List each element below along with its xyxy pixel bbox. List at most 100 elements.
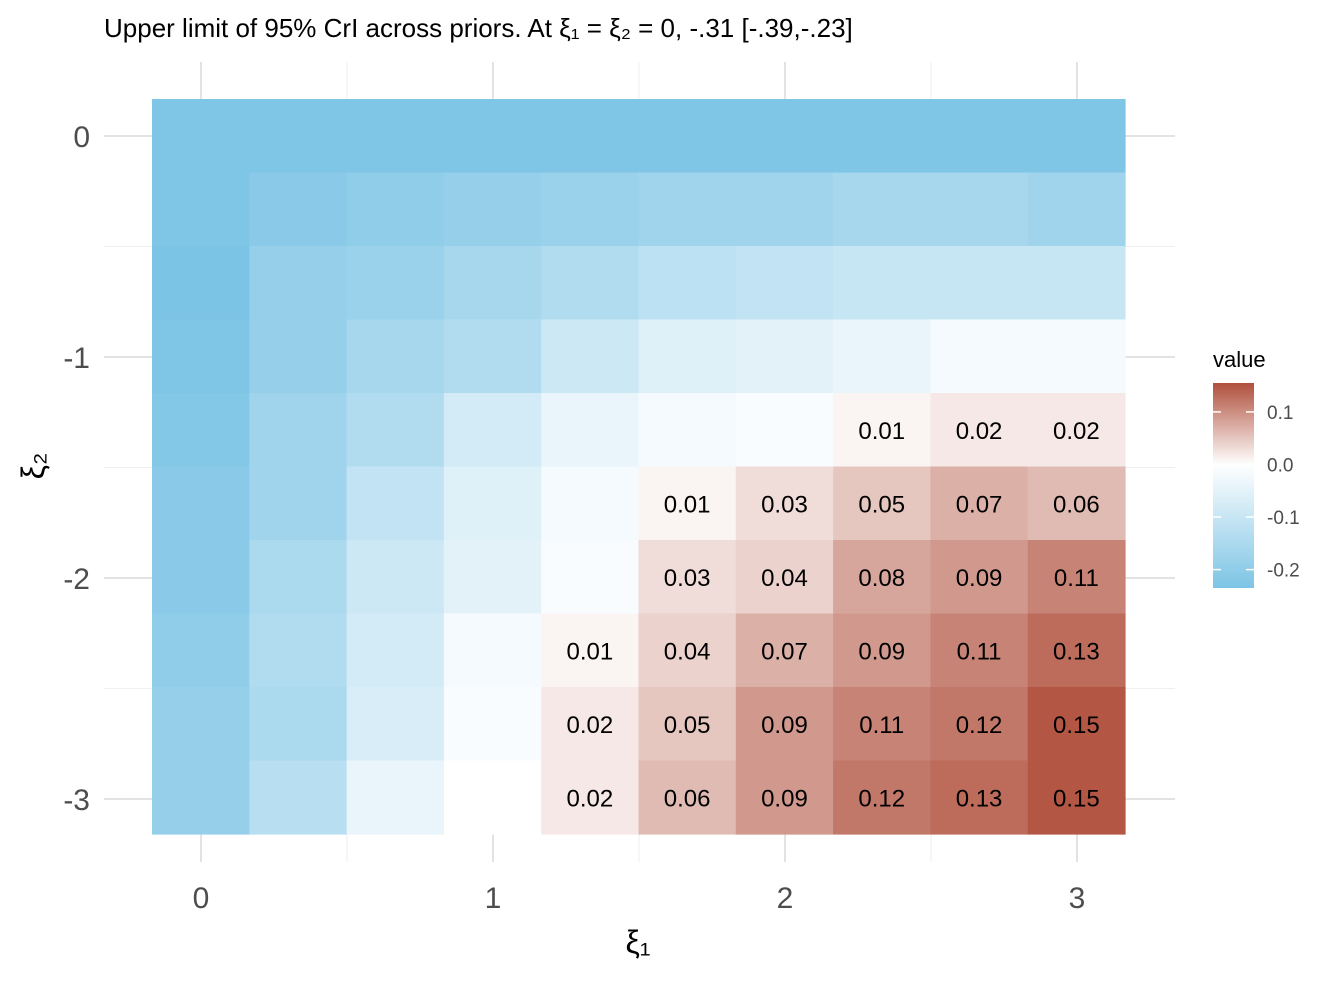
cell-value-label: 0.15 (1053, 785, 1100, 812)
heatmap-cell (443, 172, 542, 247)
heatmap-cell (833, 172, 931, 247)
cell-value-label: 0.07 (761, 638, 808, 665)
cell-value-label: 0.03 (761, 491, 808, 518)
cell-value-label: 0.01 (566, 638, 613, 665)
heatmap-cell (249, 687, 348, 762)
cell-value-label: 0.07 (956, 491, 1003, 518)
heatmap-cell (1027, 540, 1126, 615)
heatmap-cell (638, 687, 737, 762)
heatmap-cell (735, 466, 834, 541)
heatmap-cell (1027, 246, 1126, 321)
legend-colorbar (1213, 383, 1254, 588)
heatmap-cell (249, 319, 348, 394)
heatmap-cell (152, 760, 250, 835)
cell-value-label: 0.09 (956, 565, 1003, 592)
heatmap-cell (930, 319, 1029, 394)
heatmap-cell (541, 246, 640, 321)
heatmap-cell (833, 393, 931, 468)
cell-value-label: 0.11 (859, 712, 904, 739)
heatmap-cell (1027, 466, 1126, 541)
cell-value-label: 0.06 (1053, 491, 1100, 518)
heatmap-cell (249, 540, 348, 615)
heatmap-cell (1027, 393, 1126, 468)
heatmap-cell (249, 99, 348, 174)
heatmap-cell (735, 172, 834, 247)
heatmap-cell (833, 246, 931, 321)
heatmap-cell (735, 393, 834, 468)
heatmap-cell (346, 760, 445, 835)
heatmap-cell (346, 393, 445, 468)
heatmap-cell (833, 319, 931, 394)
cell-value-label: 0.02 (566, 712, 613, 739)
cell-value-label: 0.08 (858, 565, 905, 592)
heatmap-cell (152, 246, 250, 321)
heatmap-cell (541, 319, 640, 394)
x-tick-label: 1 (485, 882, 502, 915)
heatmap-cell (152, 393, 250, 468)
legend-tick-label: 0.1 (1267, 403, 1293, 424)
heatmap-cell (346, 466, 445, 541)
heatmap-cell (443, 540, 542, 615)
heatmap-cell (541, 760, 640, 835)
heatmap-cell (735, 760, 834, 835)
heatmap-cell (541, 99, 640, 174)
heatmap-cell (443, 246, 542, 321)
heatmap-cell (152, 687, 250, 762)
heatmap-cell (152, 466, 250, 541)
cell-value-label: 0.01 (664, 491, 711, 518)
heatmap-cell (152, 172, 250, 247)
y-axis-title: ξ₂ (15, 453, 51, 480)
cell-value-label: 0.11 (957, 638, 1002, 665)
heatmap-cell (735, 687, 834, 762)
cell-value-label: 0.05 (858, 491, 905, 518)
heatmap-cell (443, 613, 542, 688)
heatmap-cell (735, 246, 834, 321)
x-axis-title: ξ₁ (625, 924, 650, 960)
cell-value-label: 0.11 (1054, 565, 1099, 592)
heatmap-cell (1027, 613, 1126, 688)
axes: 0 1 2 3 0 -1 -2 -3 (63, 121, 1085, 915)
cell-value-label: 0.12 (858, 785, 905, 812)
heatmap-cell (1027, 99, 1126, 174)
heatmap-cell (443, 687, 542, 762)
y-tick-label: -3 (63, 784, 90, 817)
heatmap-cell (833, 99, 931, 174)
heatmap-cell (249, 172, 348, 247)
heatmap-cell (541, 393, 640, 468)
heatmap-cell (152, 613, 250, 688)
heatmap-cells (152, 99, 1126, 835)
heatmap-cell (930, 540, 1029, 615)
heatmap-cell (638, 540, 737, 615)
heatmap-cell (638, 172, 737, 247)
heatmap-cell (930, 246, 1029, 321)
heatmap-cell (249, 393, 348, 468)
heatmap-cell (443, 99, 542, 174)
heatmap-cell (735, 540, 834, 615)
legend: value 0.1 0.0 -0.1 -0.2 (1213, 347, 1300, 588)
legend-tick-label: -0.2 (1267, 561, 1300, 582)
heatmap-cell (638, 760, 737, 835)
heatmap-cell (346, 319, 445, 394)
cell-value-label: 0.13 (956, 785, 1003, 812)
cell-value-label: 0.02 (1053, 418, 1100, 445)
heatmap-cell (735, 613, 834, 688)
heatmap-cell (541, 540, 640, 615)
heatmap-cell (930, 172, 1029, 247)
heatmap-cell (1027, 687, 1126, 762)
legend-tick-label: -0.1 (1267, 508, 1300, 529)
heatmap-cell (833, 687, 931, 762)
legend-tick-label: 0.0 (1267, 455, 1293, 476)
heatmap-cell (833, 540, 931, 615)
cell-value-label: 0.09 (761, 712, 808, 739)
heatmap-cell (638, 613, 737, 688)
heatmap-cell (443, 466, 542, 541)
heatmap-cell (930, 760, 1029, 835)
cell-value-label: 0.02 (566, 785, 613, 812)
heatmap-cell (346, 172, 445, 247)
heatmap-cell (833, 760, 931, 835)
cell-labels: 0.01 0.02 0.02 0.01 0.03 0.05 0.07 0.06 0.03 0.04… (566, 418, 1099, 813)
cell-value-label: 0.01 (858, 418, 905, 445)
heatmap-cell (735, 319, 834, 394)
heatmap-cell (249, 246, 348, 321)
